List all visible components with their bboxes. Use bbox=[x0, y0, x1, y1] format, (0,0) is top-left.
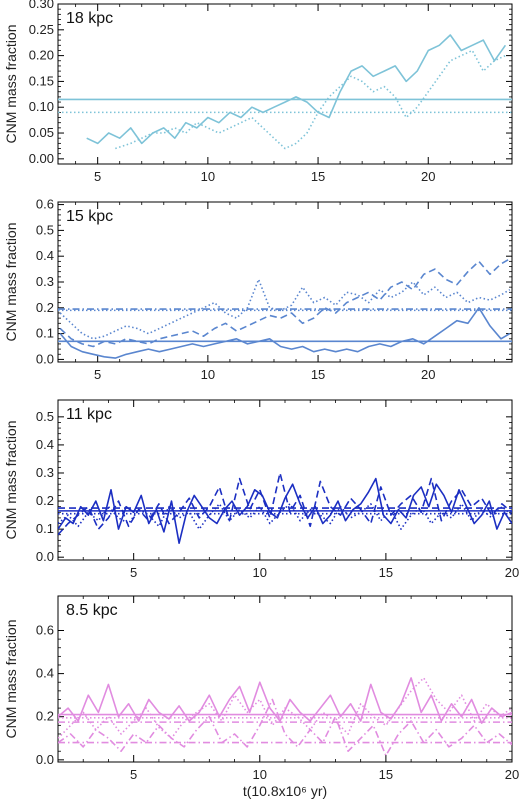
y-tick-label: 0.25 bbox=[29, 22, 54, 37]
y-tick-label: 0.1 bbox=[36, 521, 54, 536]
series-group bbox=[58, 258, 512, 359]
x-tick-label: 10 bbox=[253, 565, 267, 580]
series-line-solid bbox=[58, 477, 512, 545]
x-tick-label: 10 bbox=[253, 767, 267, 782]
y-axis-label: CNM mass fraction bbox=[3, 24, 19, 143]
x-tick-label: 20 bbox=[421, 367, 435, 382]
panel-label: 18 kpc bbox=[66, 10, 113, 27]
series-line-solid bbox=[58, 677, 512, 725]
plot-frame bbox=[57, 201, 513, 363]
panel-label: 15 kpc bbox=[66, 208, 113, 225]
x-tick-label: 5 bbox=[130, 565, 137, 580]
series-line-dotted bbox=[115, 49, 506, 150]
x-tick-label: 10 bbox=[201, 169, 215, 184]
y-tick-label: 0.6 bbox=[36, 622, 54, 637]
y-tick-label: 0.00 bbox=[29, 151, 54, 166]
x-tick-label: 20 bbox=[505, 767, 519, 782]
series-line-dotted bbox=[58, 677, 512, 740]
y-axis-label: CNM mass fraction bbox=[3, 420, 19, 539]
x-tick-label: 10 bbox=[201, 367, 215, 382]
series-group bbox=[58, 677, 512, 757]
x-tick-label: 5 bbox=[130, 767, 137, 782]
y-tick-label: 0.1 bbox=[36, 326, 54, 341]
y-tick-label: 0.0 bbox=[36, 549, 54, 564]
y-axis-label: CNM mass fraction bbox=[3, 619, 19, 738]
series-line-dashed bbox=[59, 258, 511, 348]
chart-panel-4: 0.0 0.2 0.4 0.6 5 10 15 20 CNM mass fraction 8.5 … bbox=[3, 595, 519, 799]
y-tick-label: 0.05 bbox=[29, 125, 54, 140]
y-tick-label: 0.10 bbox=[29, 99, 54, 114]
x-tick-label: 20 bbox=[505, 565, 519, 580]
y-tick-label: 0.30 bbox=[29, 0, 54, 11]
y-tick-label: 0.4 bbox=[36, 248, 54, 263]
y-tick-label: 0.0 bbox=[36, 351, 54, 366]
x-tick-label: 20 bbox=[421, 169, 435, 184]
series-line-dashed bbox=[58, 472, 512, 536]
y-tick-label: 0.0 bbox=[36, 752, 54, 767]
plot-frame bbox=[57, 595, 513, 763]
y-tick-label: 0.20 bbox=[29, 48, 54, 63]
x-tick-label: 5 bbox=[94, 367, 101, 382]
plot-frame bbox=[57, 399, 513, 561]
x-axis-label: t(10.8x10⁶ yr) bbox=[243, 783, 327, 799]
chart-panel-2: 0.0 0.1 0.2 0.3 0.4 0.5 0.6 5 10 15 20 CNM mass fra… bbox=[3, 197, 513, 382]
y-tick-label: 0.3 bbox=[36, 274, 54, 289]
y-tick-label: 0.3 bbox=[36, 465, 54, 480]
x-tick-label: 15 bbox=[311, 169, 325, 184]
y-tick-label: 0.2 bbox=[36, 709, 54, 724]
y-axis-label: CNM mass fraction bbox=[3, 222, 19, 341]
x-tick-label: 15 bbox=[379, 565, 393, 580]
x-tick-label: 5 bbox=[94, 169, 101, 184]
series-line-solid bbox=[59, 306, 511, 359]
y-tick-label: 0.4 bbox=[36, 666, 54, 681]
y-tick-label: 0.6 bbox=[36, 197, 54, 212]
series-line-dashdot bbox=[58, 698, 512, 757]
panel-label: 8.5 kpc bbox=[66, 602, 118, 619]
series-group bbox=[58, 34, 512, 150]
x-tick-label: 15 bbox=[379, 767, 393, 782]
series-group bbox=[58, 472, 512, 545]
chart-panel-1: 0.00 0.05 0.10 0.15 0.20 0.25 0.30 5 10 15 20 CNM m… bbox=[3, 0, 513, 184]
plot-frame bbox=[57, 3, 513, 165]
x-tick-label: 15 bbox=[311, 367, 325, 382]
y-tick-label: 0.15 bbox=[29, 73, 54, 88]
y-tick-label: 0.2 bbox=[36, 493, 54, 508]
y-tick-label: 0.5 bbox=[36, 222, 54, 237]
y-tick-label: 0.2 bbox=[36, 300, 54, 315]
chart-panel-3: 0.0 0.1 0.2 0.3 0.4 0.5 5 10 15 20 CNM mass fracti… bbox=[3, 399, 519, 580]
series-line-dotted bbox=[59, 278, 511, 340]
panel-label: 11 kpc bbox=[66, 406, 112, 423]
y-tick-label: 0.4 bbox=[36, 437, 54, 452]
y-tick-label: 0.5 bbox=[36, 409, 54, 424]
series-line-solid bbox=[86, 34, 507, 145]
